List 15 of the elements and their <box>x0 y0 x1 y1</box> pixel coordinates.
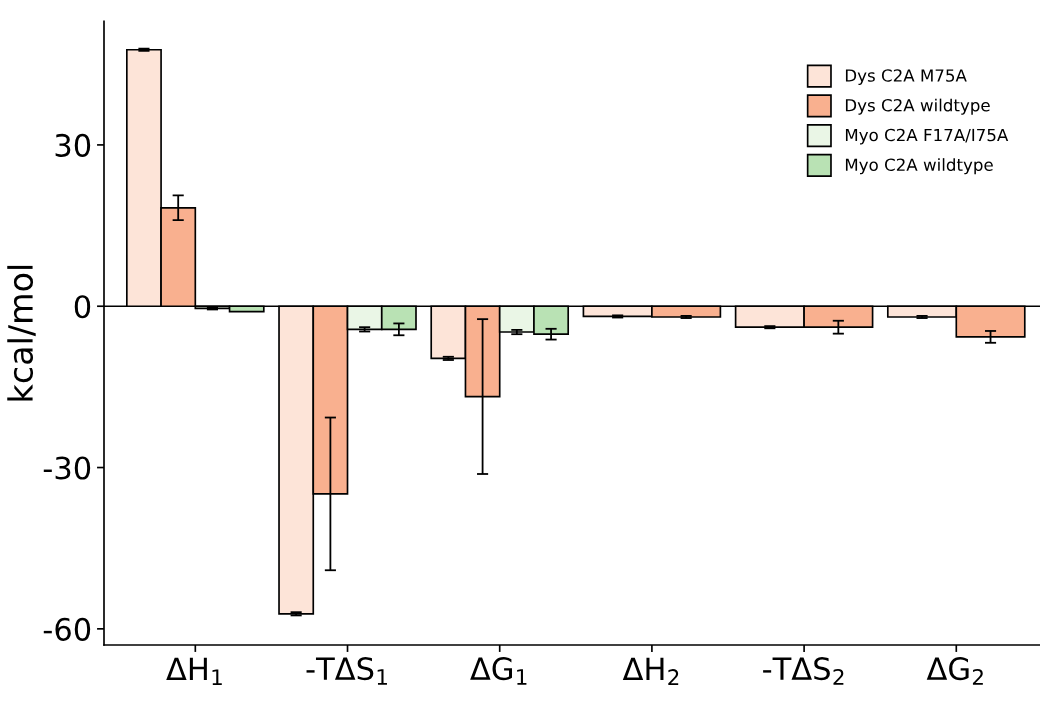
y-tick-label: -30 <box>43 456 91 480</box>
y-tick-label: 30 <box>55 133 91 157</box>
x-tick-label: ΔH$_{1}$ <box>166 657 222 685</box>
legend-label: Myo C2A F17A/I75A <box>845 128 1009 145</box>
x-tick-label: -TΔS$_{2}$ <box>763 657 844 685</box>
legend-label: Dys C2A wildtype <box>845 98 990 115</box>
legend-label: Dys C2A M75A <box>845 69 967 86</box>
x-tick-label: ΔG$_{1}$ <box>470 657 527 685</box>
x-tick-label: ΔG$_{2}$ <box>926 657 983 685</box>
y-axis-title: kcal/mol <box>7 265 36 401</box>
x-tick-label: ΔH$_{2}$ <box>622 657 679 685</box>
legend-label: Myo C2A wildtype <box>845 158 993 175</box>
y-tick-label: -60 <box>43 617 91 641</box>
x-tick-label: -TΔS$_{1}$ <box>306 657 387 685</box>
y-tick-label: 0 <box>74 295 91 319</box>
